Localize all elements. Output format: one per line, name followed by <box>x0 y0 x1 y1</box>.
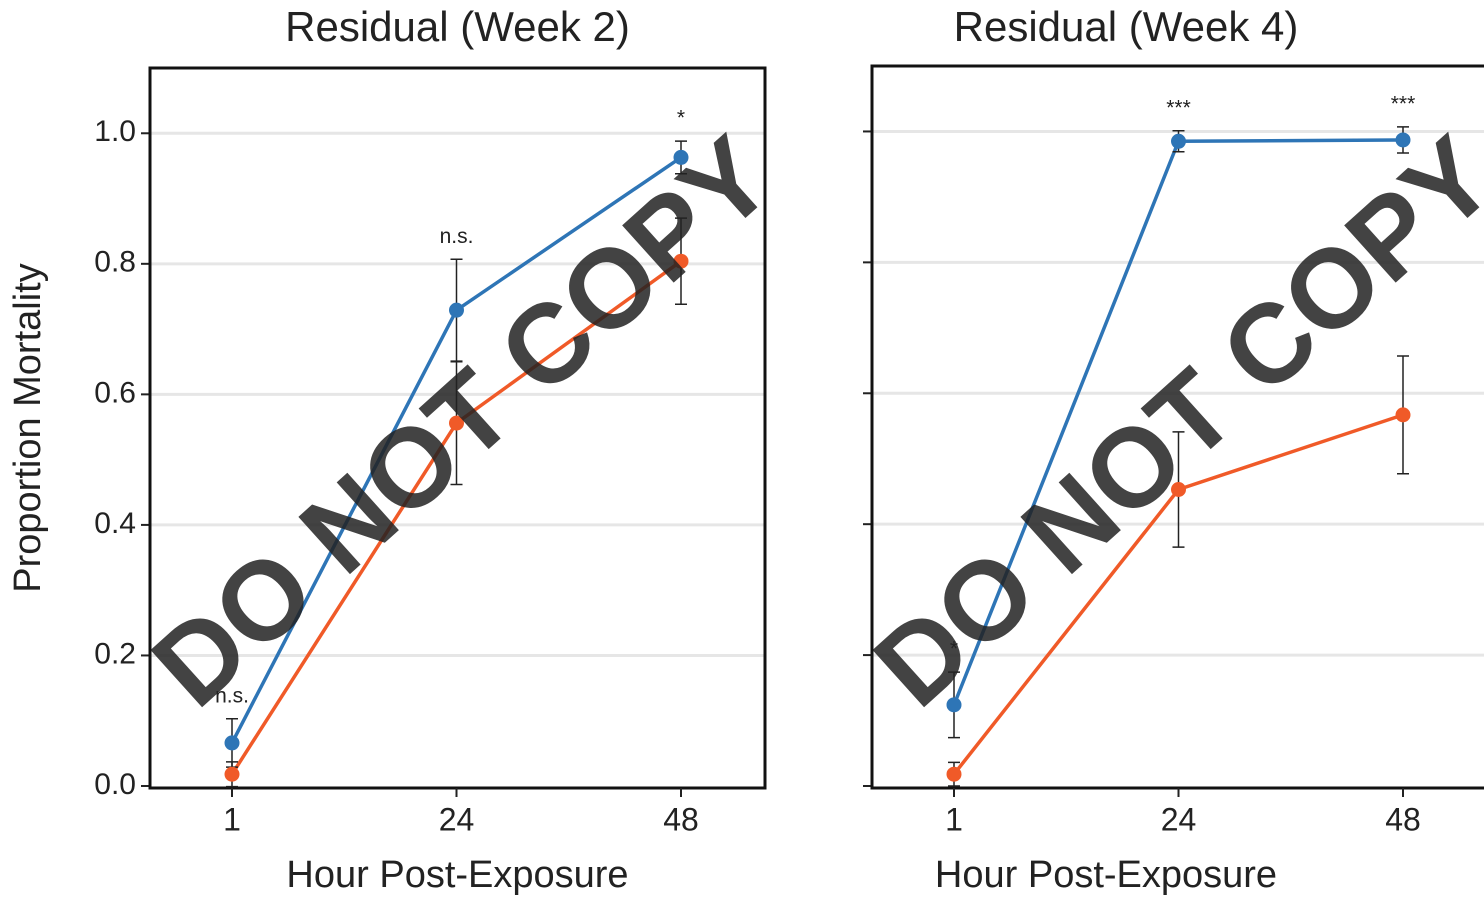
data-point <box>1395 407 1411 423</box>
data-point <box>1171 133 1186 149</box>
y-axis-label: Proportion Mortality <box>7 263 49 592</box>
significance-label: *** <box>1391 92 1416 115</box>
data-point <box>1395 132 1411 148</box>
significance-label: * <box>950 638 958 661</box>
data-point <box>224 735 240 751</box>
watermark: DO NOT COPY <box>851 113 1484 731</box>
data-point <box>449 302 464 318</box>
chart-title: Residual (Week 2) <box>285 3 630 50</box>
x-axis-label: Hour Post-Exposure <box>935 854 1277 896</box>
y-tick-label: 0.0 <box>94 768 136 801</box>
data-point <box>946 766 962 782</box>
y-tick-label: 0.6 <box>94 376 136 409</box>
y-tick-label: 0.8 <box>94 246 136 279</box>
significance-label: n.s. <box>215 684 249 707</box>
data-point <box>449 415 464 431</box>
data-point <box>673 253 689 269</box>
x-tick-label: 48 <box>1385 801 1421 837</box>
data-point <box>224 766 240 782</box>
x-tick-label: 24 <box>439 801 475 837</box>
y-tick-label: 0.2 <box>94 637 136 670</box>
chart-title: Residual (Week 4) <box>954 3 1299 50</box>
data-point <box>1171 481 1186 497</box>
x-tick-label: 1 <box>945 801 963 837</box>
plot-frame <box>870 64 1484 790</box>
significance-label: n.s. <box>440 225 474 248</box>
significance-label: *** <box>1166 96 1191 119</box>
significance-label: * <box>677 107 685 130</box>
x-tick-label: 48 <box>663 801 699 837</box>
x-tick-label: 24 <box>1161 801 1197 837</box>
y-tick-label: 0.4 <box>94 507 136 540</box>
data-point <box>673 149 689 165</box>
watermark: DO NOT COPY <box>129 113 795 731</box>
data-point <box>946 697 962 713</box>
x-axis-label: Hour Post-Exposure <box>286 854 628 896</box>
x-tick-label: 1 <box>223 801 241 837</box>
y-tick-label: 1.0 <box>94 115 136 148</box>
